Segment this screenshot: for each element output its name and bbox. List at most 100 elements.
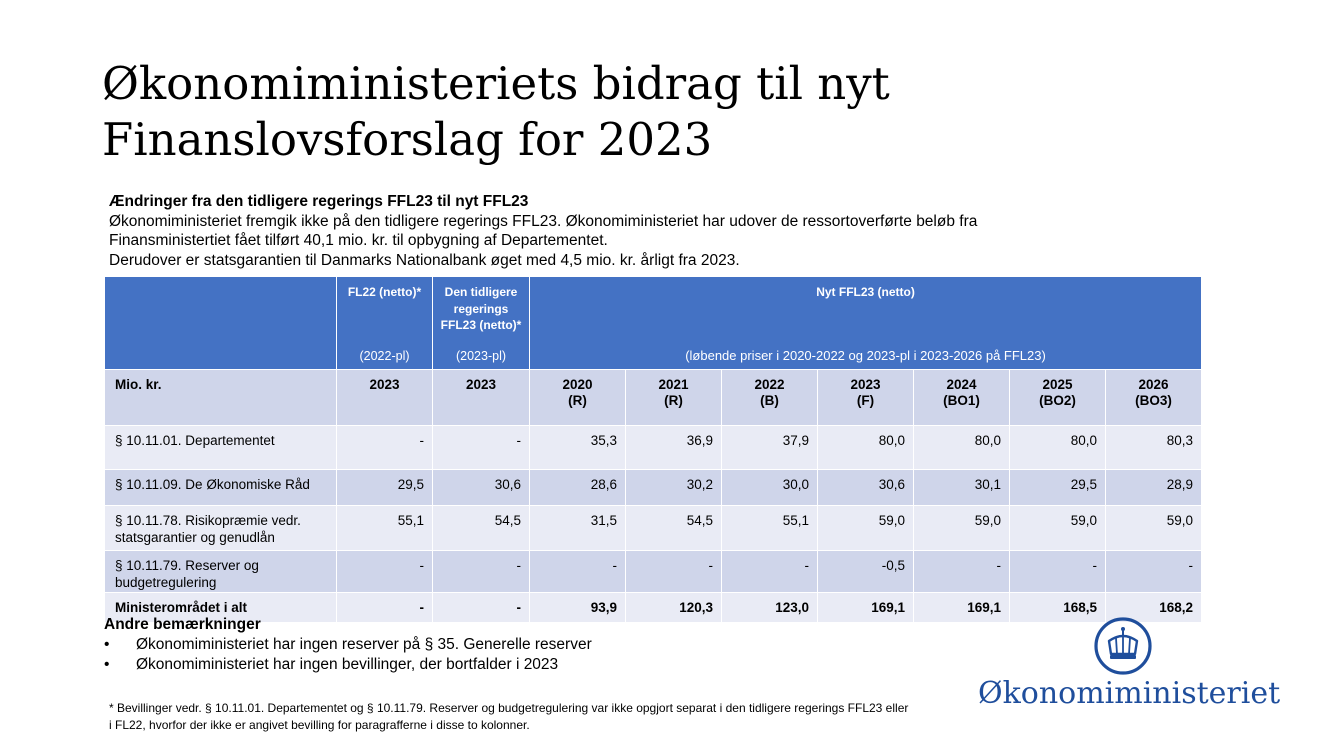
bullet-icon: • — [104, 636, 110, 653]
page-title: Økonomiministeriets bidrag til nyt Finan… — [102, 57, 890, 166]
header-empty-cell — [104, 276, 337, 370]
value-cell: - — [1009, 550, 1106, 593]
value-cell: 54,5 — [625, 505, 722, 551]
crown-icon — [1094, 617, 1152, 675]
intro-line: Økonomiministeriet fremgik ikke på den t… — [109, 212, 978, 230]
table-row: § 10.11.09. De Økonomiske Råd 29,5 30,6 28,… — [104, 469, 1203, 506]
header-prev-ffl23: Den tidligere regerings FFL23 (netto)* (… — [432, 276, 530, 370]
year-type: (BO1) — [943, 393, 980, 408]
value-cell: 30,6 — [432, 469, 530, 506]
total-value-cell: 169,1 — [913, 592, 1010, 623]
year-header-cell: 2026 (BO3) — [1104, 369, 1203, 426]
total-value-cell: 169,1 — [817, 592, 914, 623]
budget-table: FL22 (netto)* (2022-pl) Den tidligere re… — [104, 276, 1203, 623]
remark-item: • Økonomiministeriet har ingen bevilling… — [104, 655, 1004, 675]
year-value: 2026 — [1138, 377, 1169, 392]
value-cell: - — [529, 550, 626, 593]
table-row: § 10.11.01. Departementet - -35,3 36,9 37,9 8… — [104, 425, 1203, 470]
unit-label: Mio. kr. — [104, 369, 337, 426]
value-cell: - — [913, 550, 1010, 593]
year-type: (F) — [856, 393, 875, 408]
year-type: (R) — [664, 393, 683, 408]
value-cell: 30,0 — [721, 469, 818, 506]
value-cell: 30,6 — [817, 469, 914, 506]
value-cell: 30,2 — [625, 469, 722, 506]
value-cell: 28,9 — [1104, 469, 1203, 506]
value-cell: - — [336, 425, 433, 470]
row-label: § 10.11.09. De Økonomiske Råd — [104, 469, 337, 506]
year-header-cell: 2025 (BO2) — [1009, 369, 1106, 426]
value-cell: 55,1 — [721, 505, 818, 551]
year-type: (R) — [568, 393, 587, 408]
remark-item: • Økonomiministeriet har ingen reserver … — [104, 635, 1004, 655]
header-fl22-title: FL22 (netto)* — [347, 285, 422, 299]
value-cell: 29,5 — [1009, 469, 1106, 506]
value-cell: 37,9 — [721, 425, 818, 470]
year-value: 2023 — [369, 377, 400, 392]
value-cell: - — [1104, 550, 1203, 593]
row-label: § 10.11.79. Reserver og budgetregulering — [104, 550, 337, 593]
value-cell: 35,3 — [529, 425, 626, 470]
table-header-row: FL22 (netto)* (2022-pl) Den tidligere re… — [104, 276, 1203, 370]
year-header-cell: 2023 (F) — [817, 369, 914, 426]
remarks-heading: Andre bemærkninger — [104, 616, 261, 633]
year-header-cell: 2023 — [336, 369, 433, 426]
value-cell: - — [625, 550, 722, 593]
value-cell: 59,0 — [913, 505, 1010, 551]
remarks-block: Andre bemærkninger • Økonomiministeriet … — [104, 615, 1004, 675]
value-cell: 59,0 — [1009, 505, 1106, 551]
value-cell: 80,3 — [1104, 425, 1203, 470]
bullet-icon: • — [104, 656, 110, 673]
value-cell: 55,1 — [336, 505, 433, 551]
year-type: (B) — [760, 393, 779, 408]
row-label: § 10.11.01. Departementet — [104, 425, 337, 470]
value-cell: 31,5 — [529, 505, 626, 551]
intro-heading: Ændringer fra den tidligere regerings FF… — [109, 193, 529, 210]
header-prev-title: Den tidligere regerings FFL23 (netto)* — [440, 285, 522, 332]
remark-text: Økonomiministeriet har ingen bevillinger… — [136, 656, 559, 673]
year-row: Mio. kr. 2023 2023 2020 (R) 2021 (R) 2022 (B) 202… — [104, 369, 1203, 426]
value-cell: - — [432, 550, 530, 593]
footnote-line: i FL22, hvorfor der ikke er angivet bevi… — [109, 718, 530, 732]
row-label: § 10.11.78. Risikopræmie vedr. statsgara… — [104, 505, 337, 551]
value-cell: - — [432, 425, 530, 470]
footnote-line: * Bevillinger vedr. § 10.11.01. Departem… — [109, 701, 909, 715]
year-header-cell: 2022 (B) — [721, 369, 818, 426]
value-cell: 80,0 — [913, 425, 1010, 470]
year-header-cell: 2021 (R) — [625, 369, 722, 426]
intro-line: Derudover er statsgarantien til Danmarks… — [109, 251, 740, 269]
header-nyt-ffl23: Nyt FFL23 (netto) (løbende priser i 2020… — [528, 276, 1203, 370]
year-type: (BO3) — [1135, 393, 1172, 408]
year-header-cell: 2024 (BO1) — [913, 369, 1010, 426]
footnote: * Bevillinger vedr. § 10.11.01. Departem… — [109, 700, 979, 734]
remark-text: Økonomiministeriet har ingen reserver på… — [136, 636, 592, 653]
year-value: 2022 — [754, 377, 785, 392]
header-fl22-note: (2022-pl) — [359, 349, 410, 363]
header-nyt-note: (løbende priser i 2020-2022 og 2023-pl i… — [685, 348, 1046, 363]
value-cell: 59,0 — [1104, 505, 1203, 551]
value-cell: 29,5 — [336, 469, 433, 506]
total-value-cell: 93,9 — [529, 592, 626, 623]
ministry-logo-text: Økonomiministeriet — [978, 676, 1281, 711]
total-value-cell: 168,5 — [1009, 592, 1106, 623]
intro-line: Finansministertiet fået tilført 40,1 mio… — [109, 232, 608, 249]
header-prev-note: (2023-pl) — [455, 349, 507, 363]
year-header-cell: 2023 — [432, 369, 530, 426]
table-row: § 10.11.78. Risikopræmie vedr. statsgara… — [104, 505, 1203, 551]
value-cell: - — [336, 550, 433, 593]
header-nyt-title: Nyt FFL23 (netto) — [816, 285, 915, 299]
table-row: § 10.11.79. Reserver og budgetregulering… — [104, 550, 1203, 593]
value-cell: -0,5 — [817, 550, 914, 593]
intro-block: Ændringer fra den tidligere regerings FF… — [109, 192, 1109, 270]
value-cell: 59,0 — [817, 505, 914, 551]
year-type: (BO2) — [1039, 393, 1076, 408]
year-value: 2021 — [658, 377, 689, 392]
total-value-cell: - — [432, 592, 530, 623]
value-cell: 30,1 — [913, 469, 1010, 506]
value-cell: 80,0 — [817, 425, 914, 470]
year-value: 2023 — [465, 377, 497, 392]
total-value-cell: 120,3 — [625, 592, 722, 623]
year-value: 2020 — [562, 377, 593, 392]
year-value: 2025 — [1042, 377, 1073, 392]
year-header-cell: 2020 (R) — [529, 369, 626, 426]
